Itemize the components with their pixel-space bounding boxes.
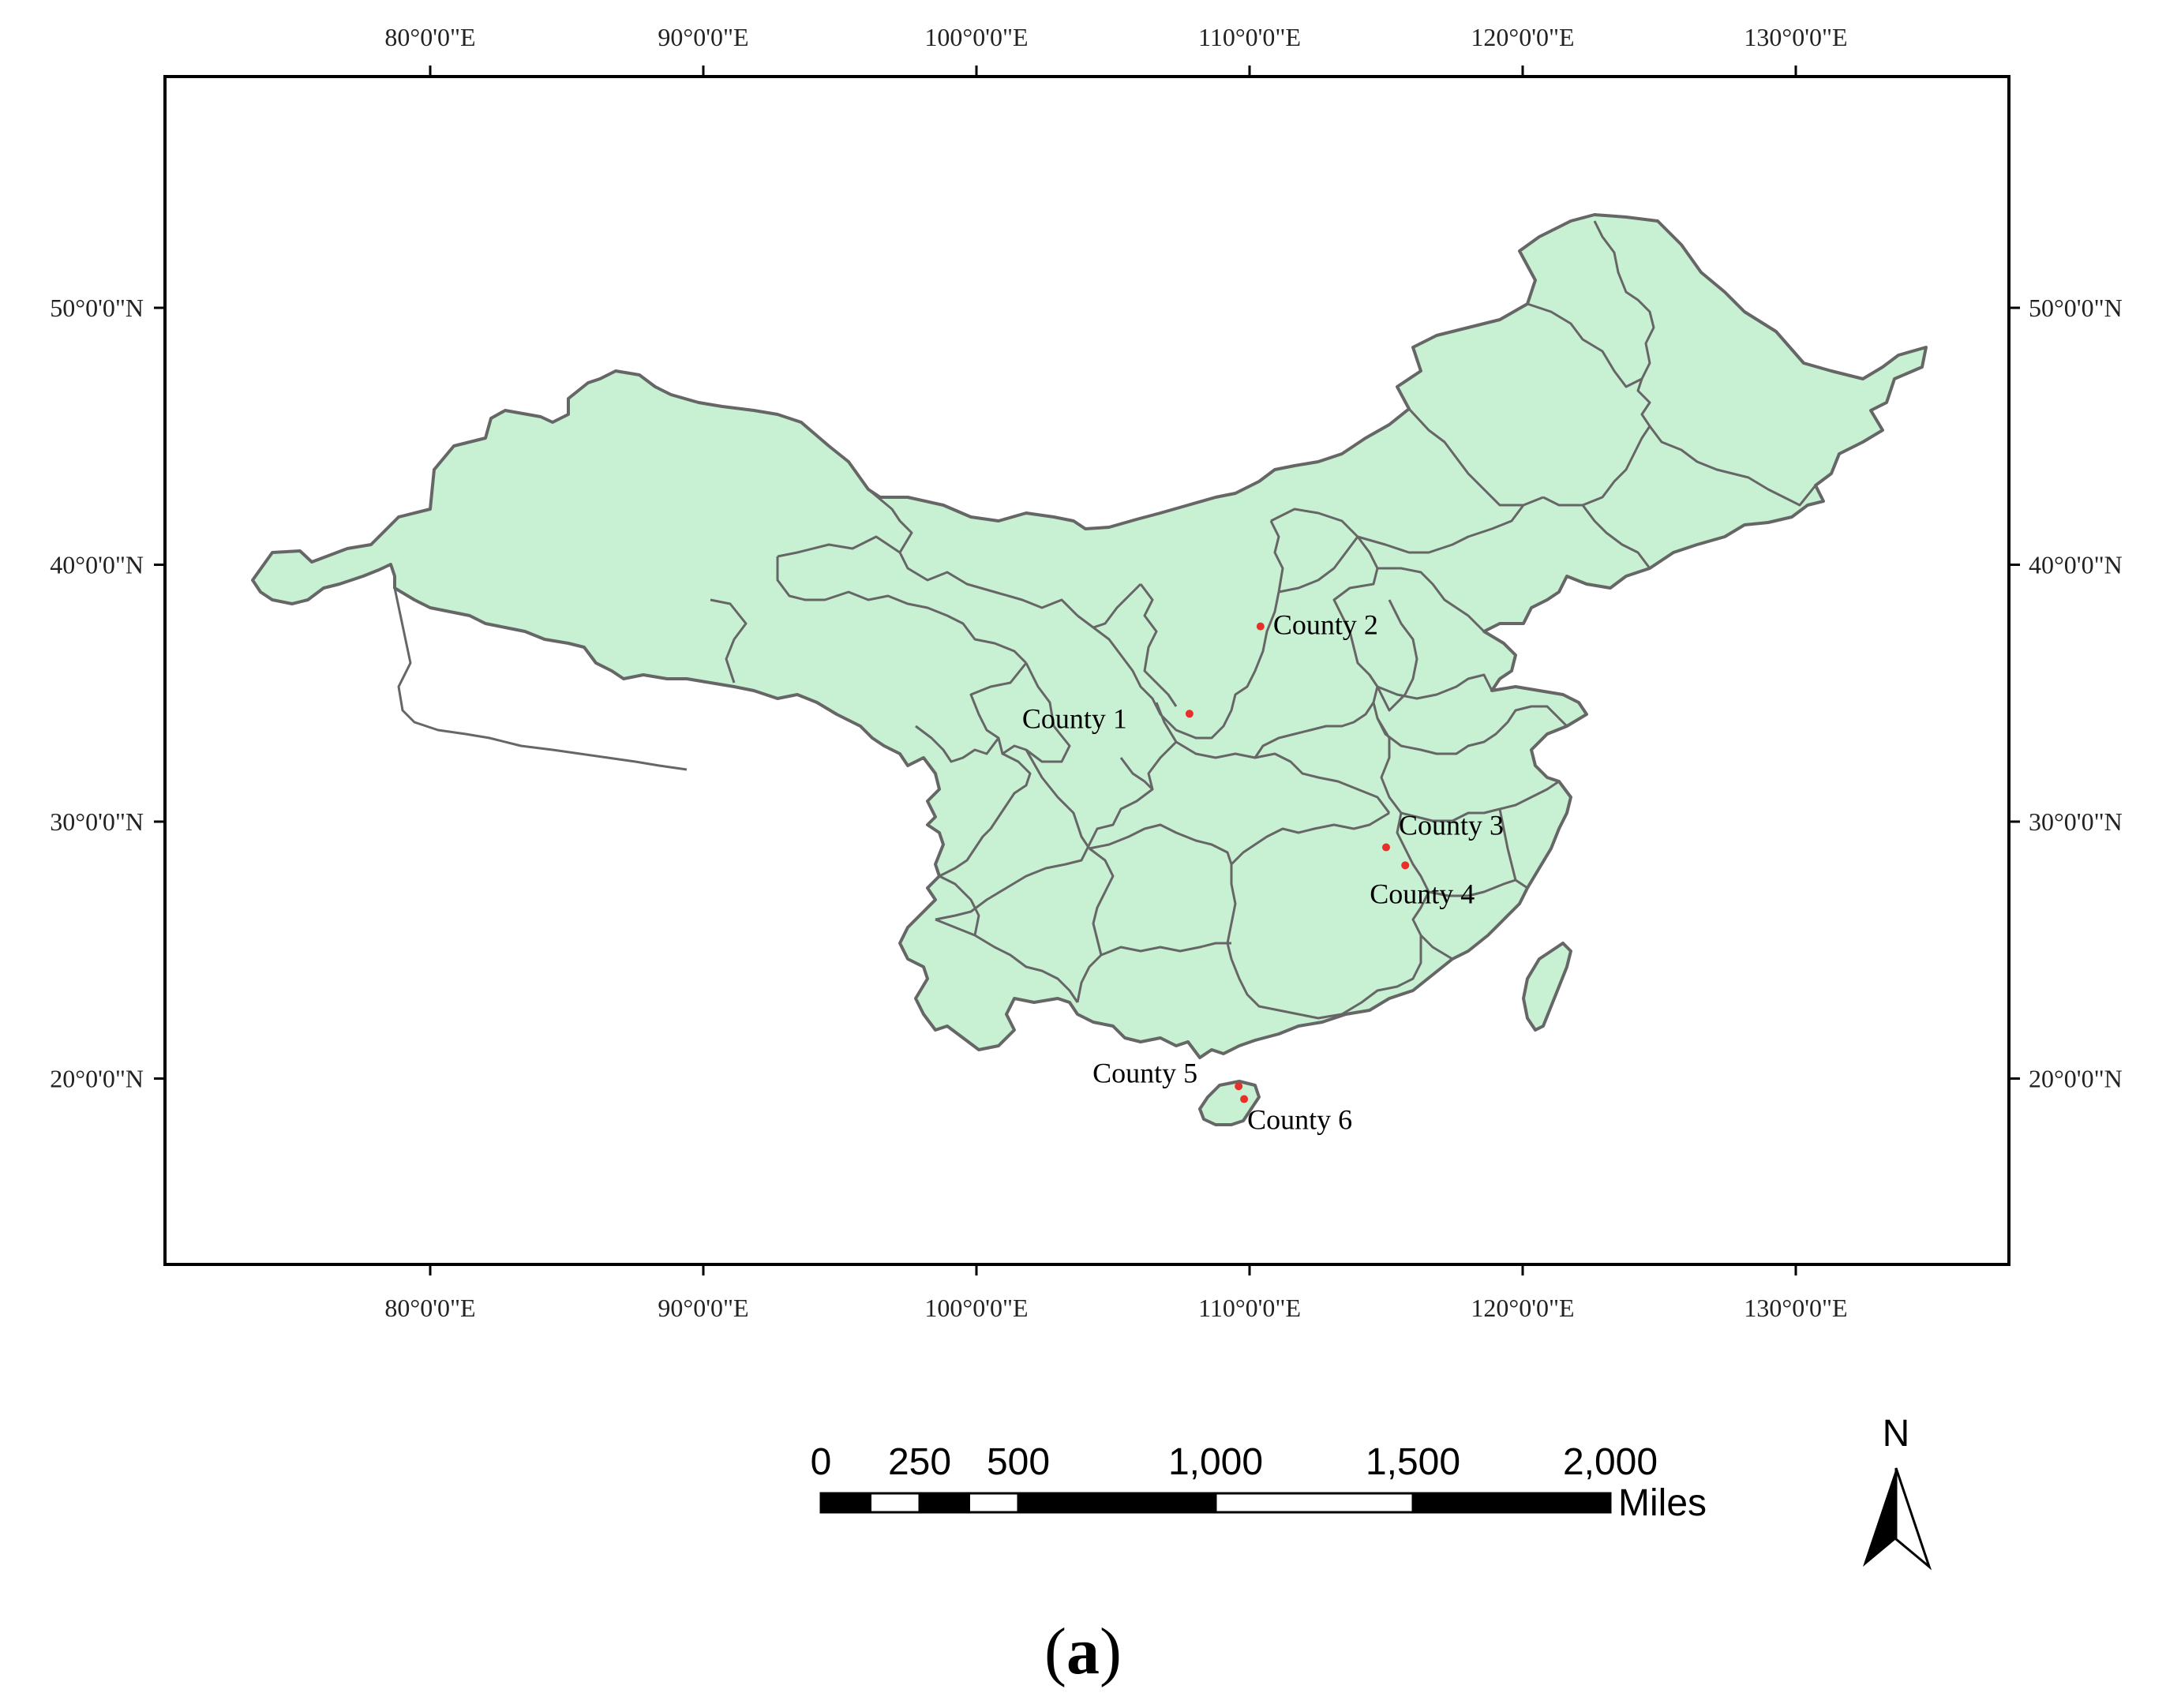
figure-caption: (a) [1044,1615,1122,1688]
map-frame [163,75,2010,1266]
scale-bar-label: 1,500 [1366,1441,1460,1483]
county-label: County 4 [1370,878,1475,909]
scale-bar-segment [1017,1492,1217,1514]
north-arrow-right-half [1894,1467,1932,1571]
county-marker [1256,622,1265,631]
scale-bar-segment [968,1492,1020,1514]
china-outline [251,213,1928,1059]
caption-open: ( [1044,1615,1066,1688]
latitude-ticks: 50°0'0"N 50°0'0"N 40°0'0"N 40°0'0"N 30°0'0"N… [50,294,2122,1093]
hainan-island [1198,1080,1261,1126]
lon-label-bottom: 100°0'0"E [924,1294,1028,1322]
scale-bar-label: 0 [811,1441,832,1483]
scale-bar-label: 1,000 [1168,1441,1263,1483]
lat-label-left: 50°0'0"N [50,294,144,322]
county-marker [1401,861,1410,870]
lon-label-bottom: 110°0'0"E [1198,1294,1301,1322]
lat-label-right: 20°0'0"N [2029,1065,2123,1093]
county-label: County 6 [1247,1104,1352,1136]
longitude-ticks: 80°0'0"E 80°0'0"E 90°0'0"E 90°0'0"E 100°0'0"… [384,23,1847,1322]
lat-label-right: 50°0'0"N [2029,294,2123,322]
scale-bar-label: 500 [987,1441,1050,1483]
county-marker [1240,1095,1249,1103]
county-label: County 5 [1092,1057,1197,1088]
scale-bar-segment [1214,1492,1415,1514]
scale-bar-segment [1411,1492,1612,1514]
scale-bar-segment [819,1492,871,1514]
lon-label-top: 110°0'0"E [1198,23,1301,51]
lat-label-right: 40°0'0"N [2029,551,2123,579]
north-arrow: N [1863,1413,1932,1571]
lat-label-left: 20°0'0"N [50,1065,144,1093]
scale-bar-label: 2,000 [1563,1441,1658,1483]
lon-label-top: 100°0'0"E [924,23,1028,51]
lat-label-right: 30°0'0"N [2029,807,2123,836]
county-marker [1382,843,1390,852]
scale-bar-segment [918,1492,970,1514]
lon-label-bottom: 90°0'0"E [658,1294,748,1322]
province-boundaries [393,220,1817,1020]
scale-bar-label: 250 [888,1441,951,1483]
county-markers: County 1 County 2 County 3 County 4 County 5… [1022,609,1504,1136]
scale-bar-segment [869,1492,921,1514]
lon-label-top: 80°0'0"E [384,23,475,51]
county-label: County 1 [1022,702,1127,734]
north-label: N [1883,1413,1910,1455]
lat-label-left: 40°0'0"N [50,551,144,579]
caption-letter: a [1066,1615,1100,1688]
county-marker [1185,710,1194,718]
lon-label-top: 90°0'0"E [658,23,748,51]
county-marker [1235,1082,1243,1091]
caption-close: ) [1100,1615,1122,1688]
lon-label-top: 130°0'0"E [1744,23,1847,51]
lon-label-top: 120°0'0"E [1471,23,1574,51]
county-label: County 2 [1273,609,1378,641]
county-label: County 3 [1399,810,1504,841]
lat-label-left: 30°0'0"N [50,807,144,836]
lon-label-bottom: 120°0'0"E [1471,1294,1574,1322]
lon-label-bottom: 80°0'0"E [384,1294,475,1322]
lon-label-bottom: 130°0'0"E [1744,1294,1847,1322]
china-landmass [251,213,1928,1126]
north-arrow-left-half [1863,1468,1896,1567]
taiwan-island [1522,942,1572,1032]
scale-bar-unit: Miles [1618,1482,1707,1524]
